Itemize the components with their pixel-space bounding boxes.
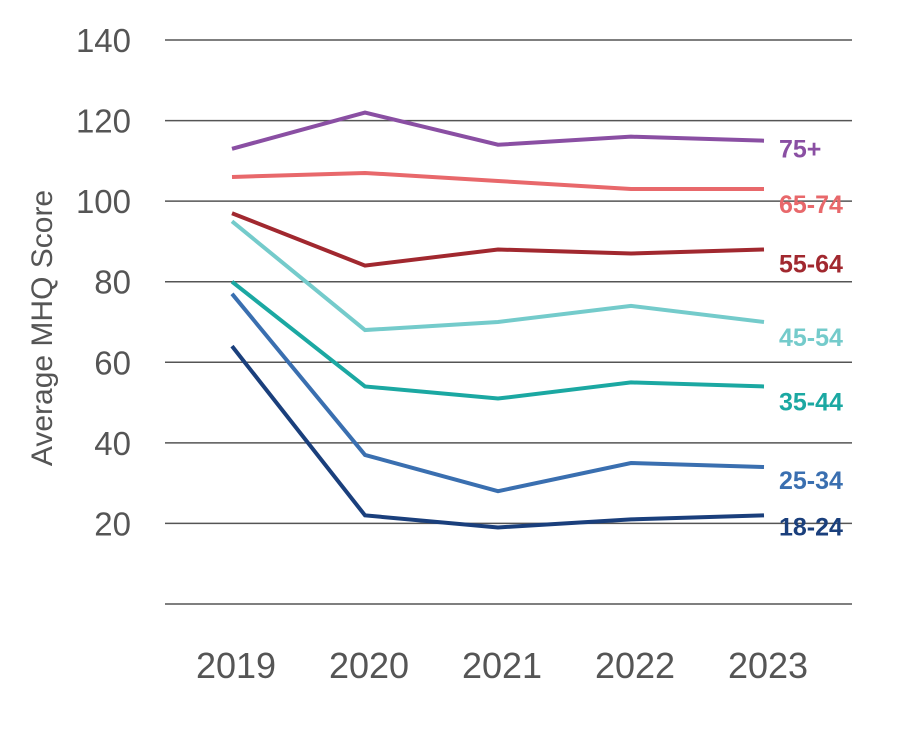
gridlines bbox=[165, 39, 852, 605]
series-label-75+: 75+ bbox=[779, 136, 821, 164]
y-axis-label: Average MHQ Score bbox=[26, 190, 59, 466]
y-tick-label: 120 bbox=[76, 103, 131, 140]
series-label-18-24: 18-24 bbox=[779, 513, 843, 541]
x-tick-label: 2020 bbox=[329, 645, 409, 686]
series-label-35-44: 35-44 bbox=[779, 388, 843, 416]
y-tick-label: 100 bbox=[76, 183, 131, 220]
x-tick-label: 2021 bbox=[462, 645, 542, 686]
y-tick-label: 80 bbox=[94, 264, 131, 301]
series-line-35-44 bbox=[230, 280, 765, 401]
series-label-55-64: 55-64 bbox=[779, 250, 843, 278]
y-tick-label: 20 bbox=[94, 505, 131, 542]
series-label-45-54: 45-54 bbox=[779, 324, 843, 352]
series-lines bbox=[230, 110, 765, 530]
y-axis-ticks: 20 40 60 80 100 120 140 bbox=[76, 22, 131, 542]
x-tick-label: 2023 bbox=[728, 645, 808, 686]
x-tick-label: 2019 bbox=[196, 645, 276, 686]
x-axis-ticks: 2019 2020 2021 2022 2023 bbox=[196, 645, 808, 686]
series-label-25-34: 25-34 bbox=[779, 467, 843, 495]
y-tick-label: 40 bbox=[94, 425, 131, 462]
series-line-55-64 bbox=[231, 211, 765, 268]
series-line-18-24 bbox=[230, 344, 765, 530]
y-tick-label: 60 bbox=[94, 344, 131, 381]
series-labels: 75+ 65-74 55-64 45-54 35-44 25-34 18-24 bbox=[779, 136, 843, 542]
y-tick-label: 140 bbox=[76, 22, 131, 59]
x-tick-label: 2022 bbox=[595, 645, 675, 686]
series-line-75+ bbox=[231, 110, 765, 151]
series-label-65-74: 65-74 bbox=[779, 191, 843, 219]
series-line-45-54 bbox=[230, 219, 765, 333]
